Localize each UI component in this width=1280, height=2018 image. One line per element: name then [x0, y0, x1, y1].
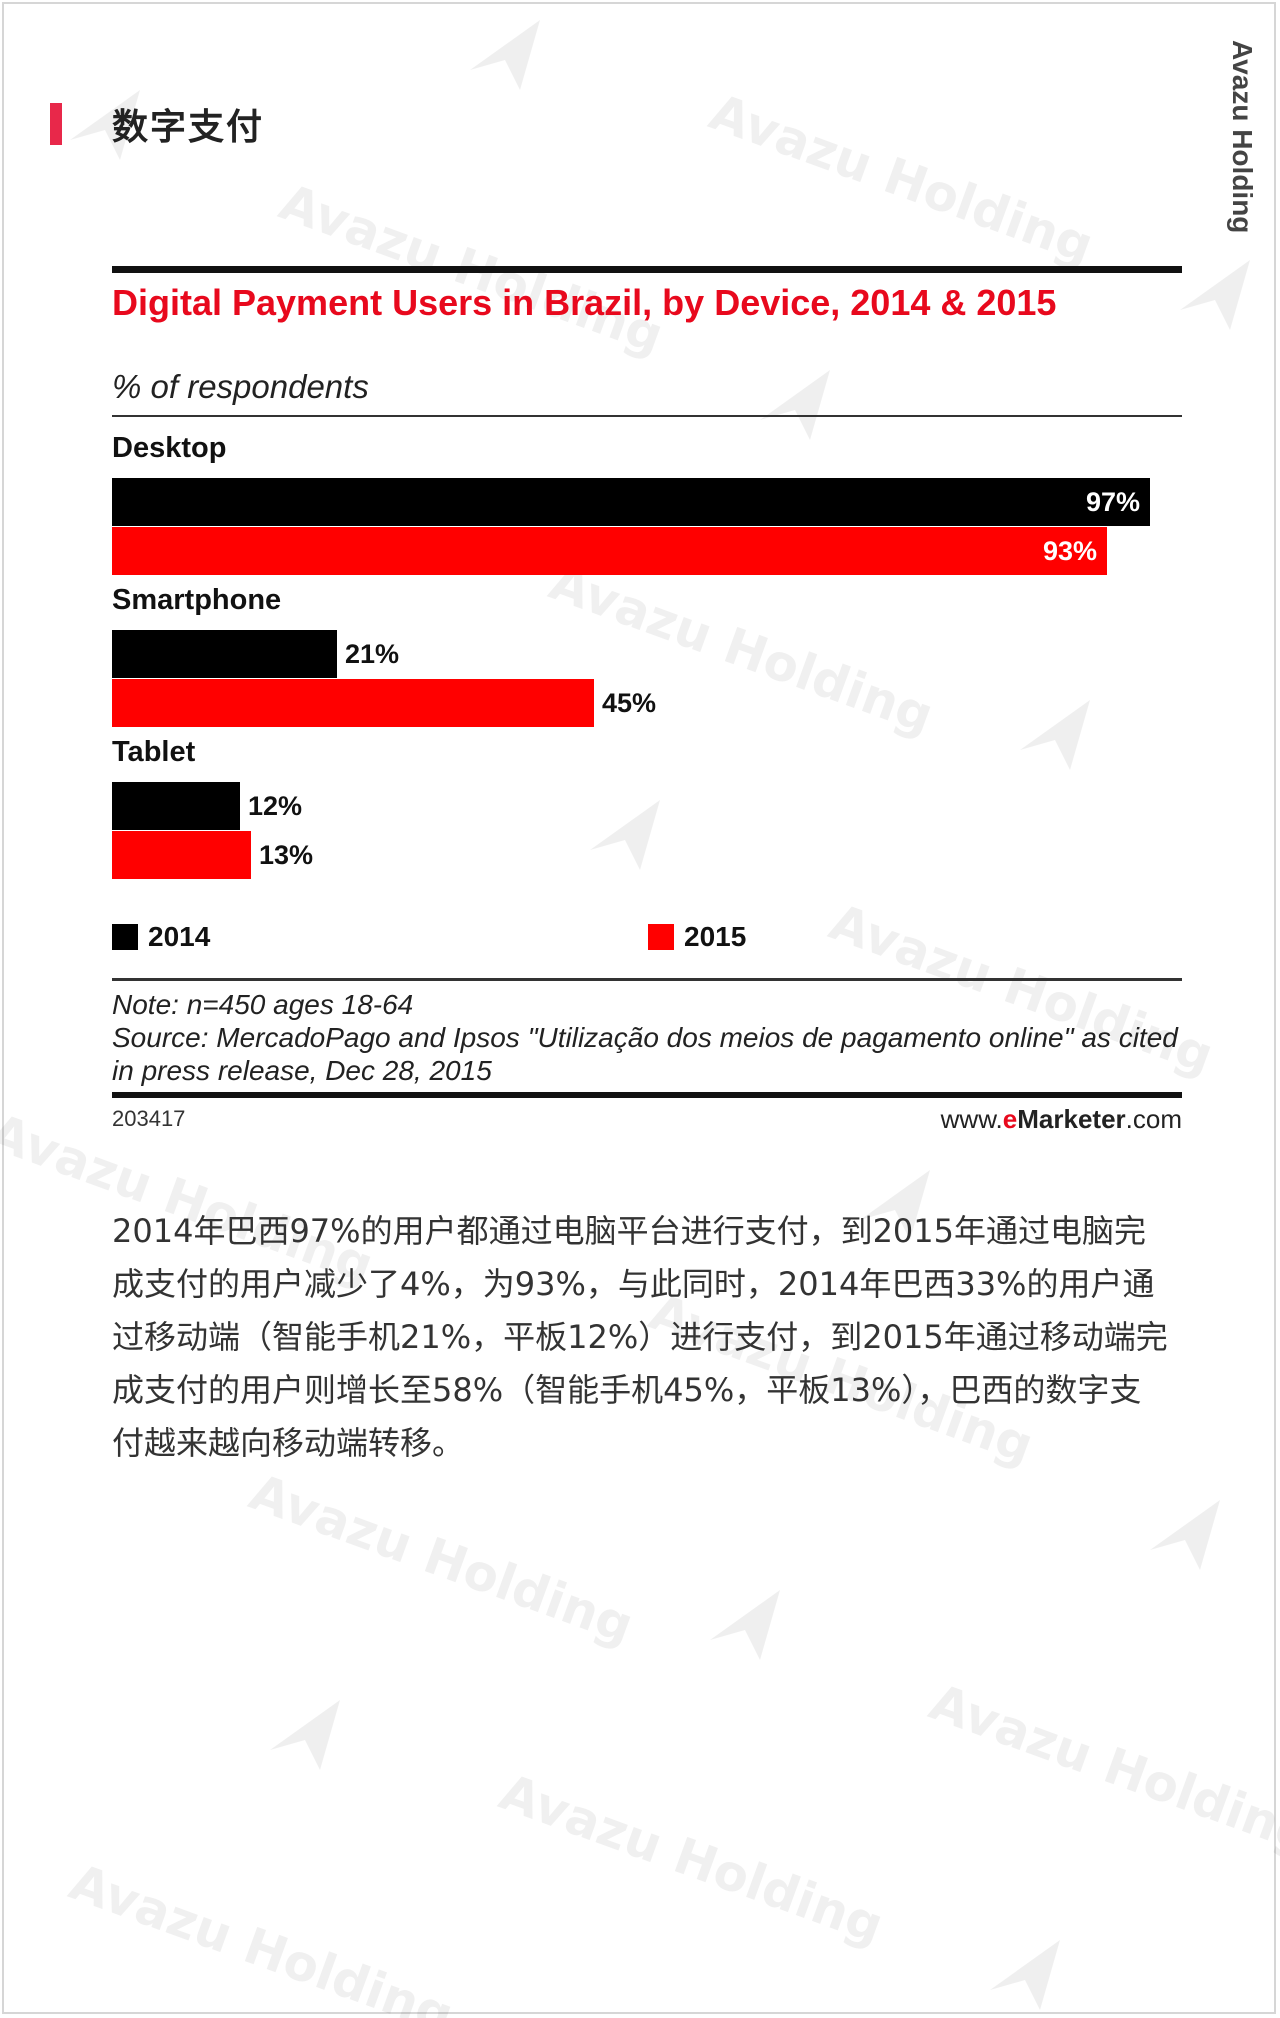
- bar-tablet-2014: [112, 782, 240, 830]
- site-prefix: www.: [940, 1104, 1003, 1134]
- site-suffix: .com: [1125, 1104, 1182, 1134]
- legend-label: 2015: [684, 921, 747, 952]
- section-title: 数字支付: [112, 107, 265, 148]
- chart-subtitle: % of respondents: [112, 368, 369, 405]
- source-site-link[interactable]: www.eMarketer.com: [941, 1104, 1182, 1135]
- bar-tablet-2015: [112, 831, 251, 879]
- brand-vertical-label: Avazu Holding: [1227, 40, 1258, 234]
- chart-title: Digital Payment Users in Brazil, by Devi…: [112, 282, 1057, 323]
- chart-note-rule: [112, 978, 1182, 981]
- legend-item-2015: 2015: [648, 921, 746, 953]
- chart-note-sample: Note: n=450 ages 18-64: [112, 989, 414, 1020]
- chart-id: 203417: [112, 1106, 186, 1131]
- legend-label: 2014: [148, 921, 211, 952]
- legend-swatch: [112, 924, 138, 950]
- category-label-tablet: Tablet: [112, 736, 196, 768]
- site-e: e: [1002, 1104, 1018, 1134]
- legend-item-2014: 2014: [112, 921, 210, 953]
- bar-desktop-2014: [112, 478, 1150, 526]
- chart-source: Source: MercadoPago and Ipsos "Utilizaçã…: [112, 1022, 1178, 1086]
- data-label-desktop-2014: 97%: [1085, 487, 1140, 517]
- body-paragraph: 2014年巴西97%的用户都通过电脑平台进行支付，到2015年通过电脑完成支付的…: [112, 1212, 1168, 1462]
- data-label-smartphone-2014: 21%: [345, 639, 400, 669]
- site-marketer: Marketer: [1017, 1104, 1126, 1134]
- chart-top-rule: [112, 266, 1182, 273]
- data-label-smartphone-2015: 45%: [602, 688, 657, 718]
- bar-smartphone-2015: [112, 679, 594, 727]
- section-accent-bar: [50, 103, 62, 145]
- category-label-smartphone: Smartphone: [112, 584, 282, 616]
- chart-bottom-rule: [112, 1092, 1182, 1098]
- chart-header-rule: [112, 415, 1182, 417]
- section-header: 数字支付: [50, 100, 264, 148]
- data-label-tablet-2015: 13%: [259, 840, 314, 870]
- legend-swatch: [648, 924, 674, 950]
- bar-smartphone-2014: [112, 630, 337, 678]
- chart-card: Digital Payment Users in Brazil, by Devi…: [112, 266, 1182, 1136]
- category-label-desktop: Desktop: [112, 432, 227, 464]
- data-label-desktop-2015: 93%: [1042, 536, 1097, 566]
- bar-desktop-2015: [112, 527, 1107, 575]
- chart-note: Note: n=450 ages 18-64 Source: MercadoPa…: [112, 988, 1182, 1087]
- data-label-tablet-2014: 12%: [248, 791, 303, 821]
